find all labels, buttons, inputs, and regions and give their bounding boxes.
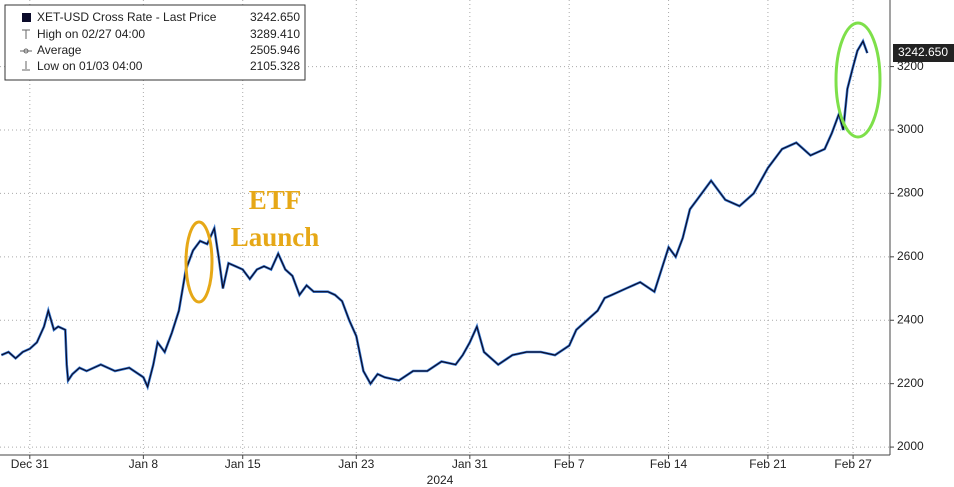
x-axis-label: 2024 — [427, 473, 454, 487]
legend-swatch — [22, 13, 31, 22]
x-tick-label: Feb 7 — [554, 457, 585, 471]
legend-label: High on 02/27 04:00 — [37, 27, 145, 41]
x-tick-label: Dec 31 — [11, 457, 49, 471]
y-tick-label: 3000 — [897, 122, 924, 136]
y-tick-label: 3200 — [897, 59, 924, 73]
legend-box — [4, 4, 306, 81]
y-tick-label: 2000 — [897, 439, 924, 453]
legend-label: Average — [37, 43, 82, 57]
etf-highlight — [184, 220, 214, 304]
y-tick-label: 2800 — [897, 186, 924, 200]
x-tick-label: Feb 27 — [834, 457, 872, 471]
plot — [0, 38, 869, 391]
legend-value: 3289.410 — [250, 27, 300, 41]
x-tick-label: Jan 15 — [225, 457, 261, 471]
recent-highlight — [834, 21, 882, 139]
legend-value: 3242.650 — [250, 10, 300, 24]
annotation: Launch — [231, 222, 320, 252]
legend-title: XET-USD Cross Rate - Last Price — [37, 10, 217, 24]
x-tick-label: Jan 31 — [452, 457, 488, 471]
last-price-tag — [893, 44, 954, 62]
x-tick-label: Jan 8 — [129, 457, 159, 471]
legend-label: Low on 01/03 04:00 — [37, 59, 143, 73]
x-tick-label: Feb 21 — [749, 457, 787, 471]
legend-value: 2105.328 — [250, 59, 300, 73]
annotation: ETF — [249, 185, 302, 215]
last-price-label: 3242.650 — [898, 45, 948, 59]
y-tick-label: 2200 — [897, 376, 924, 390]
x-tick-label: Jan 23 — [338, 457, 374, 471]
legend-value: 2505.946 — [250, 43, 300, 57]
price-line — [1, 39, 868, 389]
y-tick-label: 2600 — [897, 249, 924, 263]
legend-icon — [22, 61, 30, 71]
y-tick-label: 2400 — [897, 312, 924, 326]
x-tick-label: Feb 14 — [650, 457, 688, 471]
legend-icon — [22, 29, 30, 39]
legend-icon — [20, 48, 32, 54]
